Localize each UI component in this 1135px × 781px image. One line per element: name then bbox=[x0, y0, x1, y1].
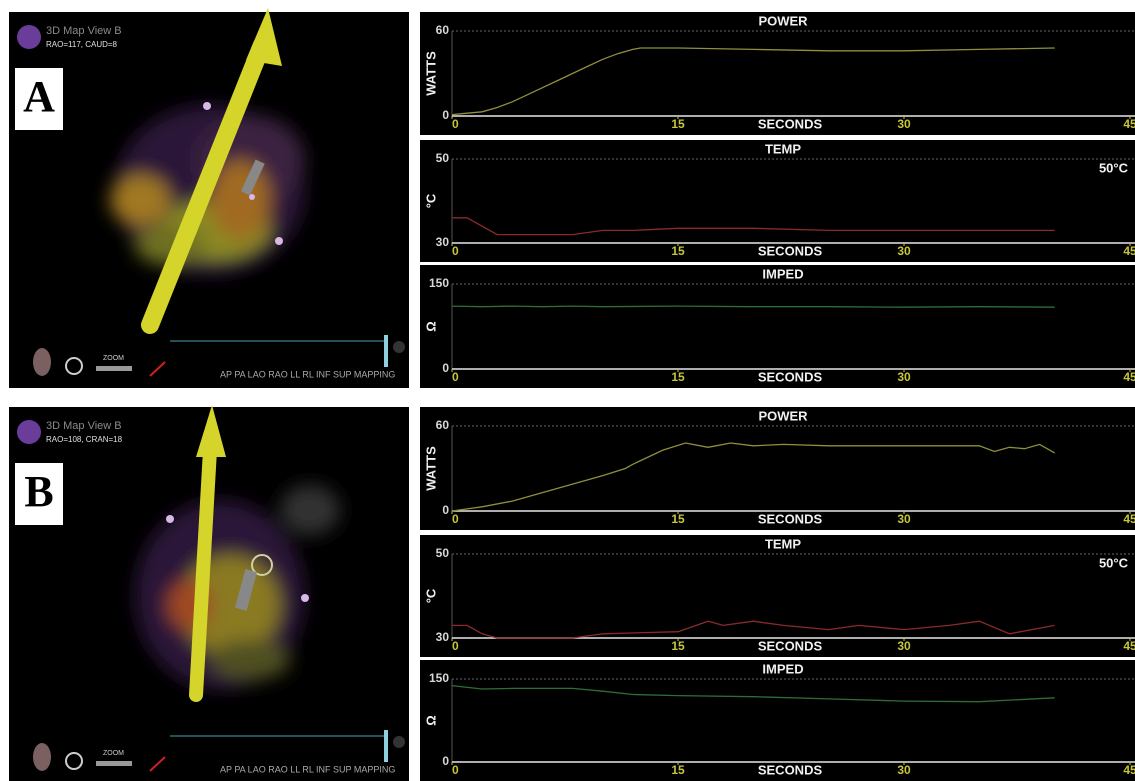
x-tick-label: 15 bbox=[671, 370, 685, 384]
x-axis-label: SECONDS bbox=[758, 511, 823, 526]
view-angle: RAO=108, CRAN=18 bbox=[46, 435, 123, 444]
x-tick-label: 0 bbox=[452, 639, 459, 653]
x-tick-label: 0 bbox=[452, 512, 459, 526]
chart: 30 50 0 15 30 45 SECONDS TEMP °C 50°C bbox=[420, 140, 1135, 262]
x-tick-label: 15 bbox=[671, 117, 685, 131]
zoom-label: ZOOM bbox=[103, 750, 124, 757]
x-tick-label: 30 bbox=[897, 512, 911, 526]
x-tick-label: 15 bbox=[671, 639, 685, 653]
x-tick-label: 45 bbox=[1123, 512, 1135, 526]
y-axis-label: WATTS bbox=[423, 446, 438, 491]
x-tick-label: 30 bbox=[897, 117, 911, 131]
y-tick-label: 60 bbox=[436, 418, 450, 432]
x-tick-label: 45 bbox=[1123, 370, 1135, 384]
chart-title: IMPED bbox=[762, 661, 803, 676]
x-axis-label: SECONDS bbox=[758, 116, 823, 131]
x-tick-label: 0 bbox=[452, 117, 459, 131]
x-axis-label: SECONDS bbox=[758, 638, 823, 653]
y-tick-label: 60 bbox=[436, 23, 450, 37]
x-tick-label: 30 bbox=[897, 244, 911, 258]
y-tick-label: 30 bbox=[436, 630, 450, 644]
annotation: 50°C bbox=[1099, 160, 1129, 175]
y-tick-label: 0 bbox=[442, 754, 449, 768]
x-axis-label: SECONDS bbox=[758, 243, 823, 258]
x-tick-label: 45 bbox=[1123, 763, 1135, 777]
chart-title: TEMP bbox=[765, 141, 801, 156]
chart-title: IMPED bbox=[762, 266, 803, 281]
series-line bbox=[452, 306, 1055, 307]
view-buttons: AP PA LAO RAO LL RL INF SUP MAPPING bbox=[220, 369, 395, 379]
panel-label: B bbox=[24, 467, 53, 516]
map-panel: 3D Map View B RAO=117, CAUD=8 A ZOOM AP … bbox=[9, 8, 409, 388]
x-tick-label: 30 bbox=[897, 370, 911, 384]
y-tick-label: 150 bbox=[429, 276, 449, 290]
x-tick-label: 30 bbox=[897, 763, 911, 777]
x-tick-label: 30 bbox=[897, 639, 911, 653]
y-axis-label: Ω bbox=[423, 321, 438, 331]
y-tick-label: 0 bbox=[442, 361, 449, 375]
chart: 0 60 0 15 30 45 SECONDS POWER WATTS bbox=[420, 407, 1135, 530]
page: {"panels": [ {"label": "A", "view_name":… bbox=[0, 0, 1135, 781]
x-tick-label: 45 bbox=[1123, 639, 1135, 653]
y-axis-label: Ω bbox=[423, 715, 438, 725]
map-panel: 3D Map View B RAO=108, CRAN=18 B ZOOM AP… bbox=[9, 405, 409, 781]
y-tick-label: 30 bbox=[436, 235, 450, 249]
chart: 0 150 0 15 30 45 SECONDS IMPED Ω bbox=[420, 265, 1135, 388]
y-tick-label: 0 bbox=[442, 503, 449, 517]
x-axis-label: SECONDS bbox=[758, 369, 823, 384]
y-axis-label: °C bbox=[423, 193, 438, 208]
chart: 0 60 0 15 30 45 SECONDS POWER WATTS bbox=[420, 12, 1135, 135]
annotation: 50°C bbox=[1099, 555, 1129, 570]
x-tick-label: 45 bbox=[1123, 117, 1135, 131]
view-name: 3D Map View B bbox=[46, 420, 122, 432]
chart-title: TEMP bbox=[765, 536, 801, 551]
y-tick-label: 0 bbox=[442, 108, 449, 122]
x-tick-label: 15 bbox=[671, 512, 685, 526]
chart: 0 150 0 15 30 45 SECONDS IMPED Ω bbox=[420, 660, 1135, 781]
chart: 30 50 0 15 30 45 SECONDS TEMP °C 50°C bbox=[420, 535, 1135, 657]
view-name: 3D Map View B bbox=[46, 25, 122, 37]
x-tick-label: 0 bbox=[452, 244, 459, 258]
figure: 3D Map View B RAO=117, CAUD=8 A ZOOM AP … bbox=[0, 0, 1135, 781]
chart-title: POWER bbox=[758, 13, 808, 28]
view-buttons: AP PA LAO RAO LL RL INF SUP MAPPING bbox=[220, 764, 395, 774]
x-tick-label: 0 bbox=[452, 763, 459, 777]
zoom-label: ZOOM bbox=[103, 355, 124, 362]
y-axis-label: °C bbox=[423, 588, 438, 603]
y-axis-label: WATTS bbox=[423, 51, 438, 96]
view-angle: RAO=117, CAUD=8 bbox=[46, 40, 118, 49]
chart-title: POWER bbox=[758, 408, 808, 423]
panel-label: A bbox=[23, 72, 55, 121]
x-axis-label: SECONDS bbox=[758, 762, 823, 777]
x-tick-label: 45 bbox=[1123, 244, 1135, 258]
y-tick-label: 50 bbox=[436, 151, 450, 165]
x-tick-label: 0 bbox=[452, 370, 459, 384]
y-tick-label: 150 bbox=[429, 671, 449, 685]
y-tick-label: 50 bbox=[436, 546, 450, 560]
x-tick-label: 15 bbox=[671, 244, 685, 258]
x-tick-label: 15 bbox=[671, 763, 685, 777]
